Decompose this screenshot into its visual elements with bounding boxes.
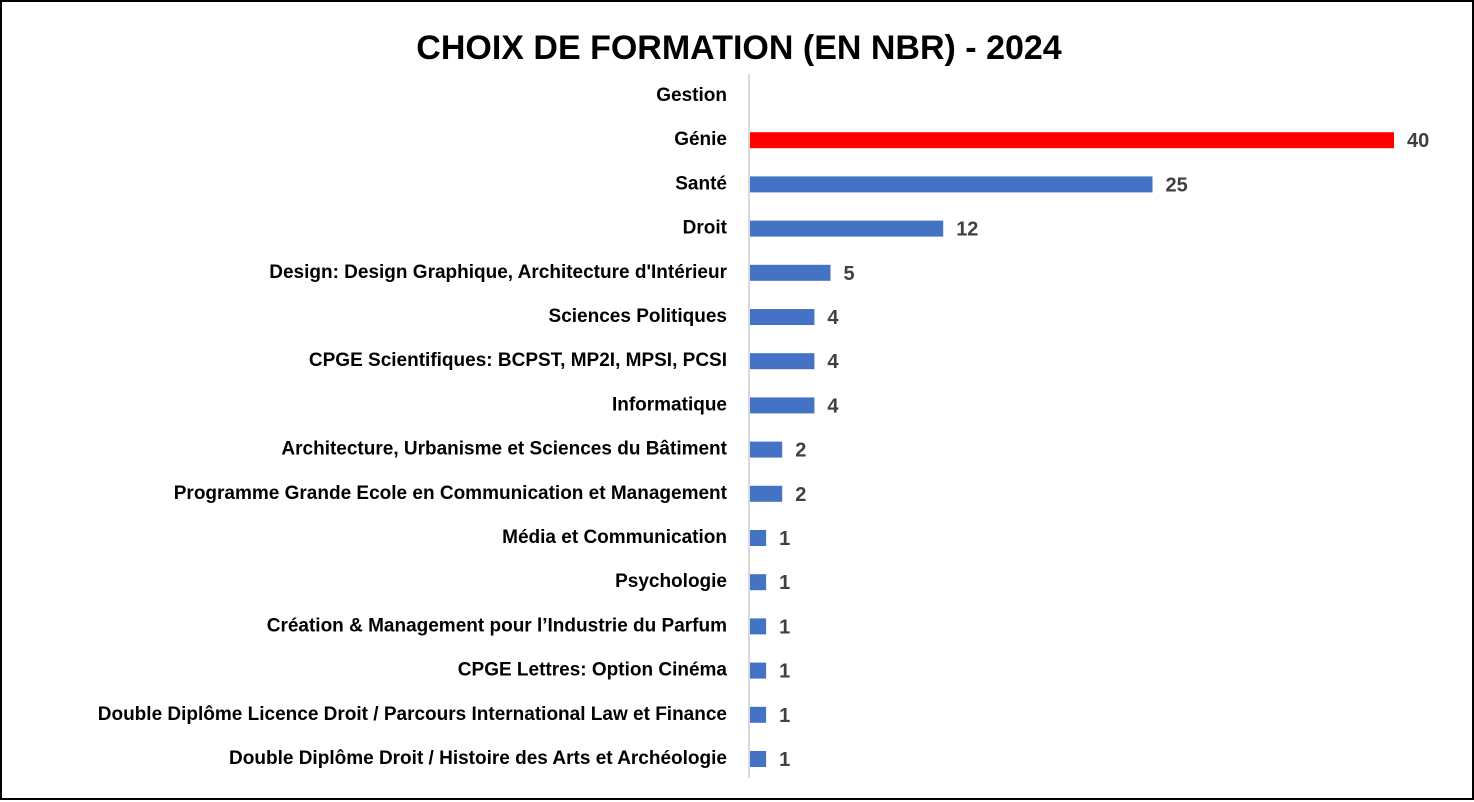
value-label: 4 bbox=[827, 307, 839, 329]
category-label: Création & Management pour l’Industrie d… bbox=[267, 615, 727, 636]
bar bbox=[750, 618, 767, 635]
bar bbox=[750, 441, 783, 458]
category-label: Média et Communication bbox=[502, 527, 727, 548]
value-label: 1 bbox=[779, 528, 790, 550]
value-label: 40 bbox=[1407, 130, 1429, 152]
value-label: 4 bbox=[827, 351, 839, 373]
value-label: 5 bbox=[844, 263, 855, 285]
category-label: Sciences Politiques bbox=[549, 306, 727, 327]
value-label: 1 bbox=[779, 705, 790, 727]
chart-title: CHOIX DE FORMATION (EN NBR) - 2024 bbox=[416, 29, 1062, 67]
category-label: Gestion bbox=[656, 85, 727, 106]
bar bbox=[750, 706, 767, 723]
bar bbox=[750, 176, 1153, 193]
value-label: 1 bbox=[779, 616, 790, 638]
bar bbox=[750, 309, 815, 325]
value-label: 1 bbox=[779, 661, 790, 683]
category-labels: Gestion Génie Santé Droit Design: Design Gra… bbox=[98, 85, 728, 769]
bar bbox=[750, 751, 767, 767]
value-label: 12 bbox=[956, 219, 978, 241]
category-label: Droit bbox=[683, 218, 728, 239]
bars bbox=[750, 132, 1394, 767]
value-label: 25 bbox=[1166, 174, 1188, 196]
category-label: Santé bbox=[675, 173, 727, 194]
category-label: Design: Design Graphique, Architecture d… bbox=[269, 262, 727, 283]
bar bbox=[750, 264, 831, 281]
value-label: 4 bbox=[827, 395, 839, 417]
bar bbox=[750, 574, 767, 591]
category-label: CPGE Scientifiques: BCPST, MP2I, MPSI, P… bbox=[309, 350, 727, 371]
bar bbox=[750, 397, 815, 414]
value-label: 2 bbox=[795, 440, 806, 462]
bar bbox=[750, 132, 1394, 149]
bar bbox=[750, 220, 944, 237]
category-label: Informatique bbox=[612, 394, 727, 415]
bar bbox=[750, 662, 767, 679]
value-label: 1 bbox=[779, 749, 790, 771]
value-label: 1 bbox=[779, 572, 790, 594]
category-label: Programme Grande Ecole en Communication … bbox=[174, 483, 728, 504]
category-label: Architecture, Urbanisme et Sciences du B… bbox=[281, 439, 727, 460]
bar bbox=[750, 530, 767, 546]
bar bbox=[750, 353, 815, 370]
category-label: Double Diplôme Droit / Histoire des Arts… bbox=[229, 748, 727, 769]
category-label: CPGE Lettres: Option Cinéma bbox=[458, 660, 728, 681]
category-label: Double Diplôme Licence Droit / Parcours … bbox=[98, 704, 727, 725]
value-label: 2 bbox=[795, 484, 806, 506]
category-label: Génie bbox=[674, 129, 727, 150]
category-label: Psychologie bbox=[615, 571, 727, 592]
bar bbox=[750, 485, 783, 502]
